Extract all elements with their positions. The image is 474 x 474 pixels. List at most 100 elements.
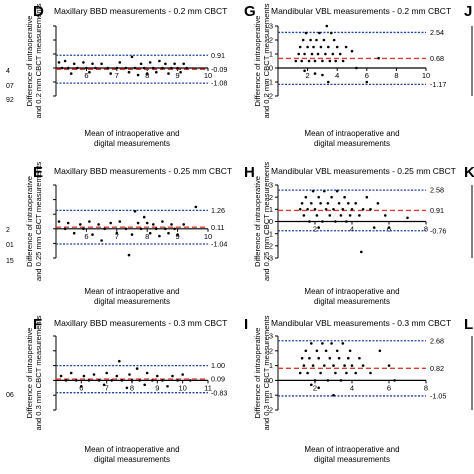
panel-title: Mandibular VBL measurements - 0.3 mm CBC… — [271, 318, 451, 328]
y-axis-label-line: and 0.2 mm CBCT measurements — [34, 3, 43, 118]
x-axis-label-line: digital measurements — [314, 297, 390, 306]
x-tick-label: 9 — [176, 232, 180, 241]
data-point — [312, 45, 315, 49]
y-tick-label: 3 — [269, 181, 273, 190]
data-point — [102, 383, 106, 387]
data-point — [85, 66, 88, 70]
data-point — [339, 379, 343, 382]
data-point — [69, 371, 73, 375]
data-point — [139, 62, 143, 66]
y-tick-label: -1 — [266, 229, 273, 238]
data-point — [376, 202, 380, 205]
data-point — [88, 220, 91, 223]
data-point — [136, 73, 140, 77]
y-tick-label: -1 — [266, 391, 273, 400]
x-tick-label: 8 — [130, 383, 134, 392]
data-point — [310, 383, 313, 387]
data-point — [324, 208, 328, 211]
upper-value-label: 2.68 — [430, 336, 444, 345]
x-tick-label: 7 — [105, 383, 109, 392]
panel-d: D Maxillary BBD measurements - 0.2 mm CBC… — [25, 3, 227, 148]
y-tick-label: 3 — [269, 332, 273, 341]
panel-letter: I — [244, 316, 248, 333]
y-tick-label: 0 — [269, 64, 273, 73]
x-tick-label: 8 — [394, 71, 398, 80]
data-point — [176, 233, 179, 236]
data-point — [317, 386, 321, 390]
data-point — [332, 364, 335, 367]
x-tick-label: 8 — [424, 225, 428, 234]
x-axis-label-line: Mean of intraoperative and — [304, 445, 399, 454]
data-point — [100, 239, 103, 242]
data-point — [339, 214, 343, 217]
data-point — [60, 66, 64, 70]
data-point — [82, 61, 85, 64]
data-point — [164, 62, 167, 66]
x-tick-label: 7 — [115, 232, 119, 241]
data-point — [72, 62, 76, 66]
data-point — [57, 220, 61, 223]
data-point — [365, 80, 369, 84]
data-point — [323, 189, 326, 193]
data-point — [335, 45, 339, 49]
data-point — [298, 371, 302, 375]
data-point — [327, 80, 330, 84]
data-point — [321, 342, 324, 345]
data-point — [176, 379, 179, 382]
data-point — [369, 371, 372, 375]
x-axis-label: Mean of intraoperative and digital measur… — [304, 129, 399, 148]
data-point — [57, 61, 61, 64]
data-point — [110, 379, 113, 382]
lower-value-label: -0.76 — [430, 226, 446, 235]
data-point — [313, 208, 317, 211]
data-point — [358, 214, 361, 217]
y-axis-label-line: Difference of intraoperative — [253, 15, 262, 106]
x-tick-label: 4 — [335, 71, 339, 80]
data-point — [348, 349, 352, 353]
data-point — [347, 356, 350, 360]
data-point — [80, 385, 83, 388]
data-point — [298, 208, 302, 211]
data-point — [182, 223, 185, 226]
data-point — [63, 59, 67, 63]
y-tick-label: 2 — [269, 193, 273, 202]
mean-value-label: 0.11 — [211, 223, 224, 232]
data-point — [307, 59, 311, 63]
data-point — [118, 220, 122, 223]
data-point — [326, 379, 330, 382]
data-point — [158, 59, 161, 63]
y-axis-label-line: Difference of intraoperative — [25, 15, 34, 106]
panel-f: F Maxillary BBD measurements - 0.3 mm CBC… — [25, 315, 227, 464]
y-tick-label: 0 — [269, 376, 273, 385]
data-point — [167, 231, 170, 235]
cropped-panel-letter: K — [464, 164, 474, 181]
x-tick-label: 7 — [115, 71, 119, 80]
data-point — [345, 220, 348, 223]
x-tick-label: 2 — [313, 383, 317, 392]
data-point — [350, 208, 354, 211]
data-point — [300, 202, 304, 205]
y-tick-label: 1 — [269, 205, 273, 214]
y-axis-label: Difference of intraoperativeand 0.25 mm … — [253, 162, 271, 282]
data-point — [378, 349, 382, 353]
data-point — [148, 61, 152, 64]
data-point — [308, 220, 311, 223]
panel-title: Maxillary BBD measurements - 0.25 mm CBC… — [54, 166, 232, 176]
x-axis-label: Mean of intraoperative and digital measur… — [304, 287, 399, 306]
data-point — [297, 52, 301, 56]
data-point — [171, 374, 174, 378]
data-point — [337, 356, 341, 360]
y-tick-label: -2 — [266, 241, 273, 250]
data-point — [345, 371, 348, 375]
data-point — [317, 226, 321, 229]
panel-letter: H — [244, 164, 255, 181]
panel-title: Mandibular VBL measurements - 0.2 mm CBC… — [271, 6, 451, 16]
data-point — [355, 66, 358, 70]
data-point — [304, 31, 308, 35]
data-point — [138, 379, 141, 382]
lower-value-label: -1.04 — [211, 240, 227, 249]
data-point — [82, 227, 85, 231]
data-point — [298, 45, 302, 49]
mean-value-label: 0.09 — [211, 375, 225, 384]
